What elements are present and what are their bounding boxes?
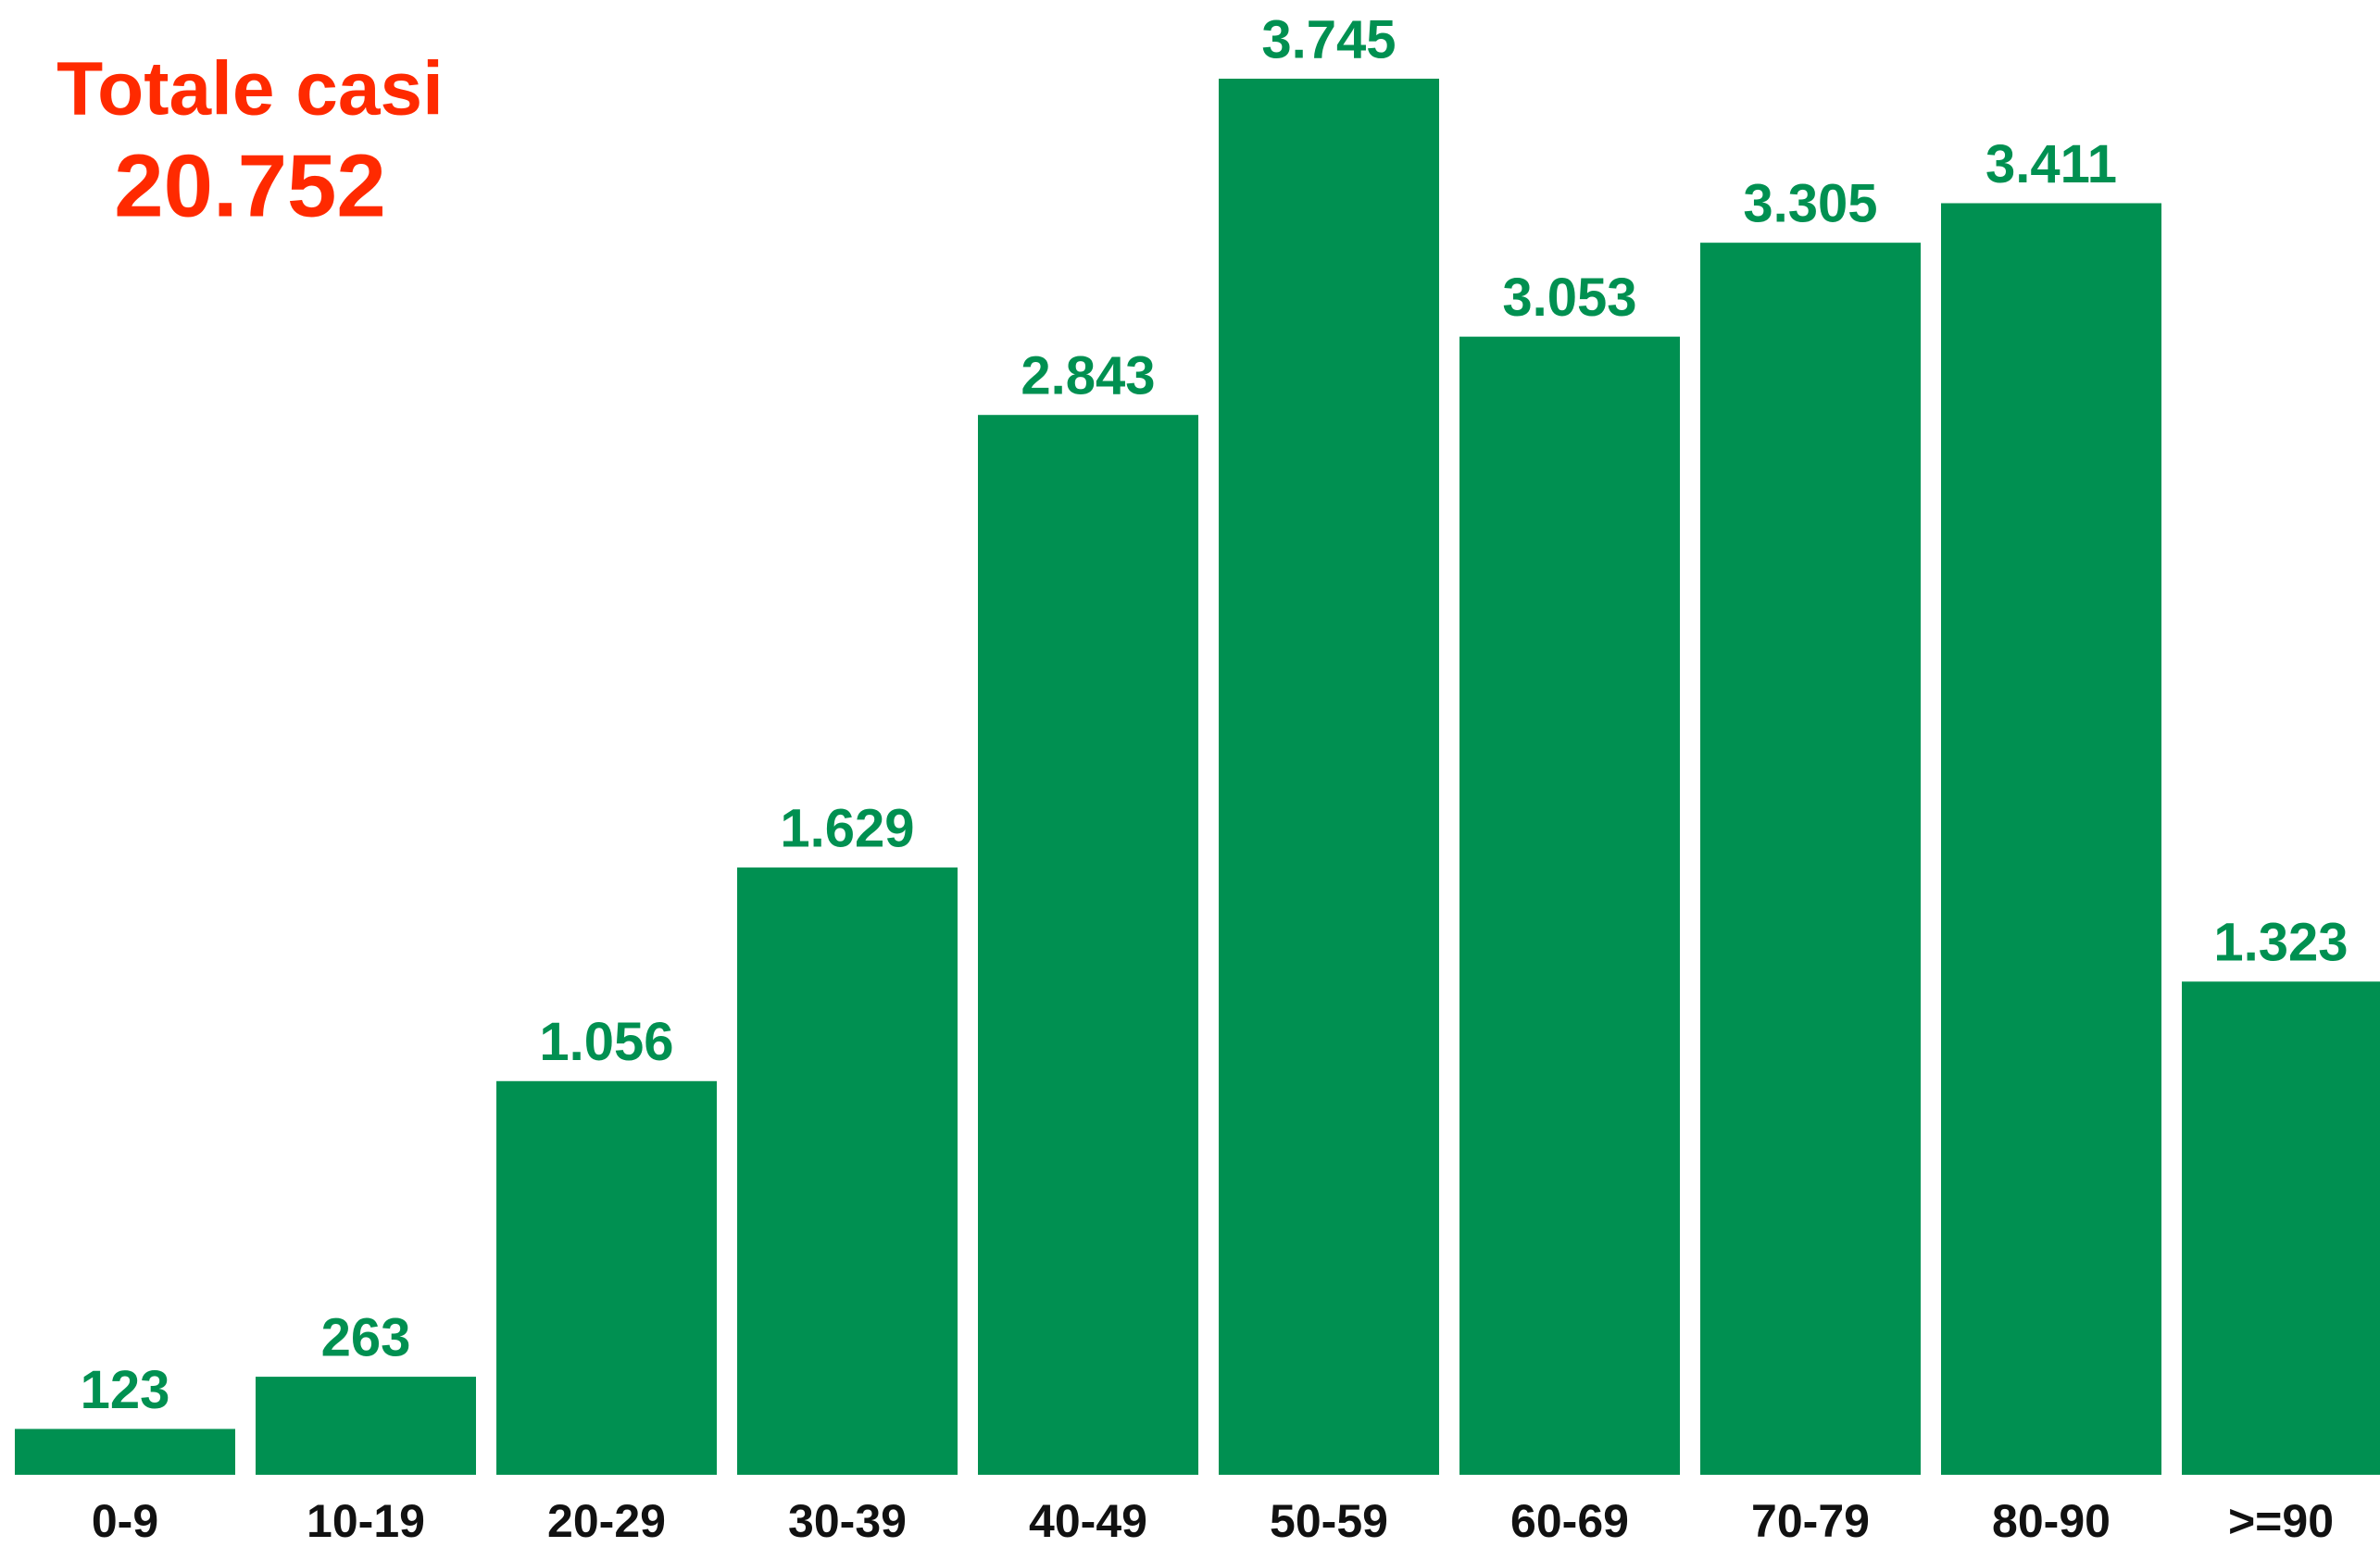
x-tick-label: 50-59 bbox=[1270, 1495, 1388, 1547]
bar bbox=[15, 1428, 235, 1475]
value-label: 263 bbox=[321, 1307, 411, 1367]
bar bbox=[978, 415, 1198, 1476]
value-label: 1.629 bbox=[780, 798, 914, 858]
value-label: 1.323 bbox=[2213, 913, 2348, 973]
x-tick-label: 40-49 bbox=[1029, 1495, 1147, 1547]
x-tick-label: 60-69 bbox=[1510, 1495, 1629, 1547]
bar bbox=[1941, 203, 2161, 1476]
x-tick-label: >=90 bbox=[2228, 1495, 2334, 1547]
bar bbox=[2182, 981, 2380, 1475]
value-label: 3.411 bbox=[1985, 134, 2117, 194]
chart-subtitle: 20.752 bbox=[114, 136, 386, 235]
x-tick-label: 10-19 bbox=[307, 1495, 425, 1547]
value-label: 3.053 bbox=[1502, 268, 1636, 328]
value-label: 1.056 bbox=[539, 1012, 673, 1072]
x-tick-label: 30-39 bbox=[788, 1495, 907, 1547]
value-label: 3.745 bbox=[1261, 9, 1396, 69]
x-tick-label: 20-29 bbox=[547, 1495, 666, 1547]
bar bbox=[256, 1377, 476, 1475]
x-tick-label: 0-9 bbox=[92, 1495, 158, 1547]
value-label: 123 bbox=[81, 1360, 170, 1420]
bar bbox=[1459, 336, 1680, 1475]
bar bbox=[496, 1080, 717, 1475]
value-label: 2.843 bbox=[1021, 346, 1155, 406]
bar bbox=[1219, 79, 1439, 1475]
bar bbox=[737, 867, 958, 1475]
x-tick-label: 70-79 bbox=[1751, 1495, 1870, 1547]
bar bbox=[1700, 243, 1921, 1475]
chart-title: Totale casi bbox=[56, 47, 444, 131]
x-tick-label: 80-90 bbox=[1992, 1495, 2111, 1547]
value-label: 3.305 bbox=[1743, 174, 1877, 234]
